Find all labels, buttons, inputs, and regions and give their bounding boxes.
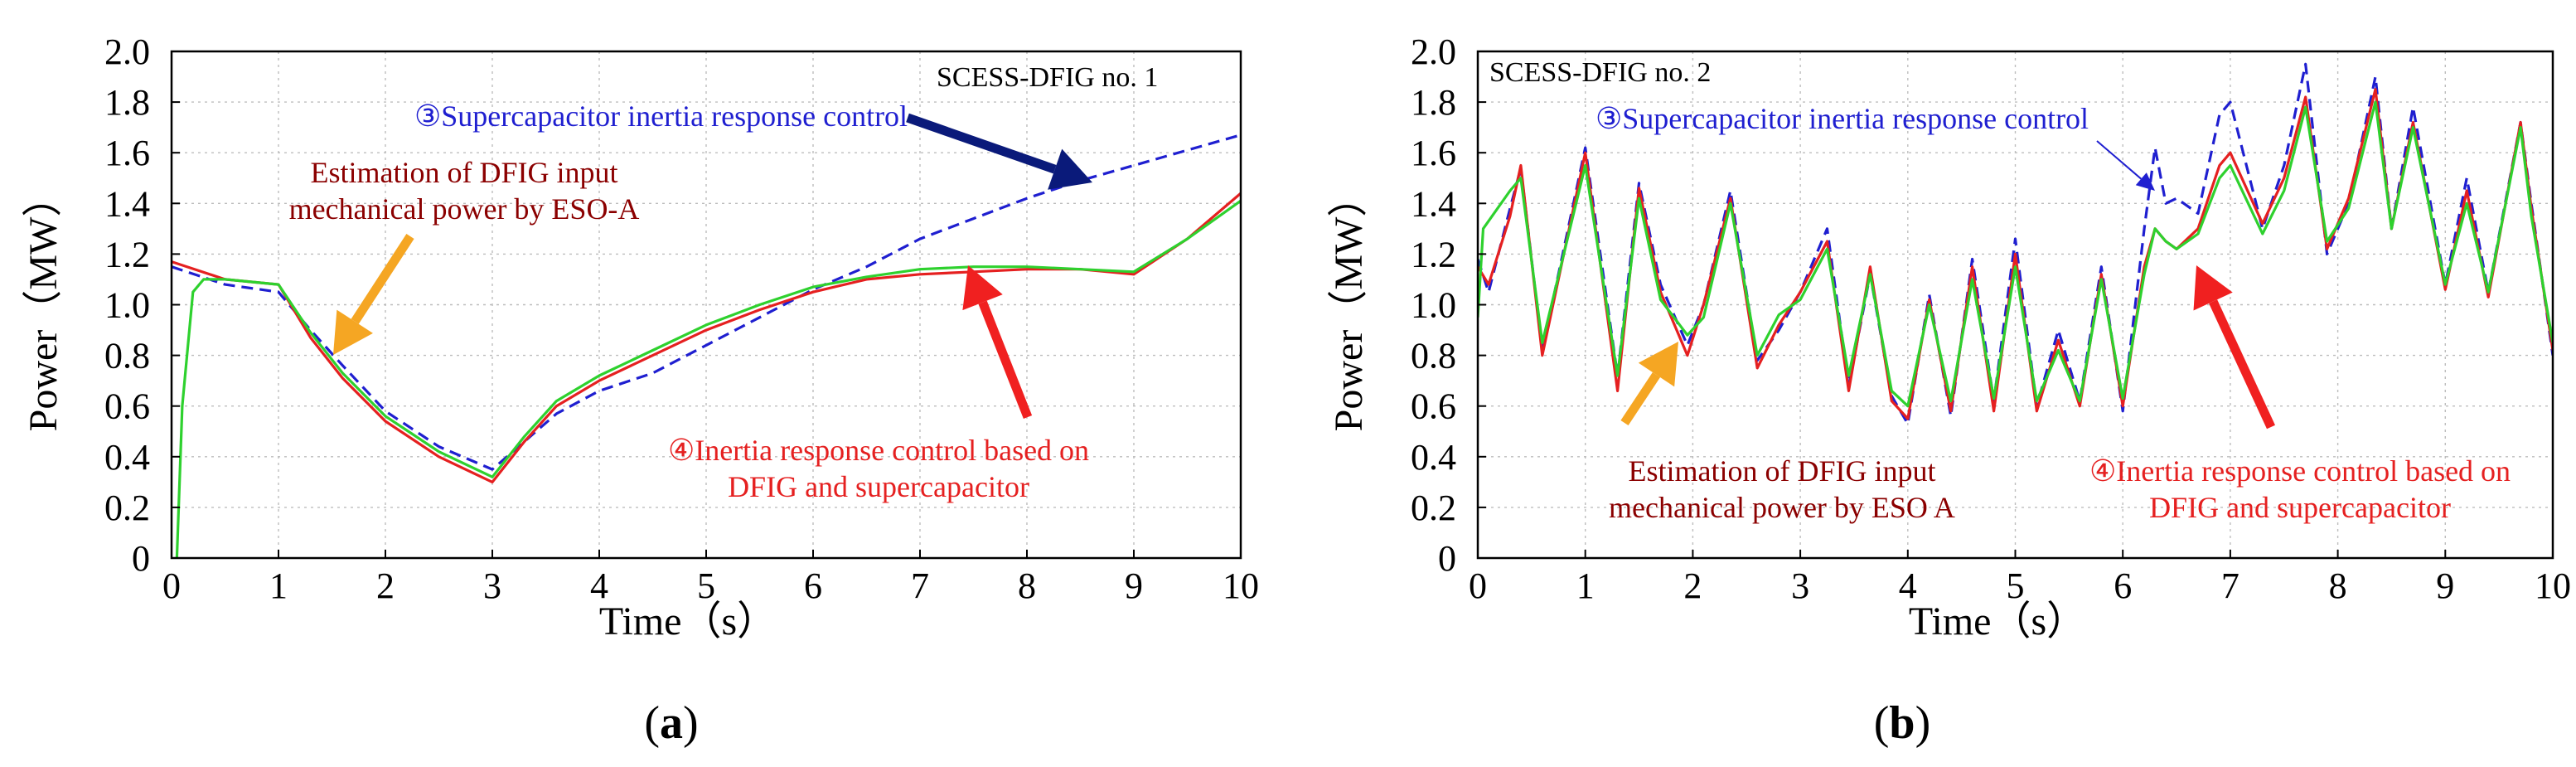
x-tick-label-0: 0: [1469, 566, 1487, 606]
annotation-arrows: [1620, 140, 2275, 430]
arrow-inertia-head: [2193, 265, 2233, 311]
x-tick-label-10: 10: [1223, 566, 1259, 606]
x-tick-label-10: 10: [2535, 566, 2571, 606]
arrow-eso-shaft: [1620, 371, 1661, 426]
panel-label-open: (: [644, 697, 660, 749]
annotation-supercap: ③Supercapacitor inertia response control: [1595, 102, 2089, 135]
arrow-eso-head: [1638, 342, 1678, 387]
annotation-eso: Estimation of DFIG input mechanical power…: [1609, 454, 1955, 524]
x-tick-label-5: 5: [2007, 566, 2025, 606]
y-tick-label-10: 2.0: [104, 32, 150, 72]
series-line-1: [172, 192, 1241, 483]
annotation-inertia-line-1: DFIG and supercapacitor: [2149, 491, 2451, 524]
annotation-eso-line-1: mechanical power by ESO-A: [289, 192, 640, 226]
x-tick-label-1: 1: [269, 566, 288, 606]
x-tick-label-6: 6: [804, 566, 822, 606]
annotation-eso: Estimation of DFIG input mechanical power…: [289, 156, 640, 226]
y-tick-label-5: 1.0: [104, 285, 150, 326]
y-axis-title: Power（MW）: [22, 177, 65, 432]
x-tick-label-9: 9: [2436, 566, 2454, 606]
x-tick-label-6: 6: [2114, 566, 2132, 606]
annotation-supercap-line-0: ③Supercapacitor inertia response control: [1595, 102, 2089, 135]
arrow-supercap-shaft: [906, 113, 1057, 174]
series-group: [1478, 62, 2553, 425]
x-tick-label-3: 3: [483, 566, 501, 606]
panel-label-close: ): [683, 697, 699, 749]
annotation-supercap-line-0: ③Supercapacitor inertia response control: [414, 100, 908, 133]
panel-label-letter: a: [660, 697, 683, 749]
arrow-supercap-head: [2135, 172, 2155, 191]
annotation-title: SCESS-DFIG no. 2: [1489, 57, 1711, 88]
chart-panel-b: 0 1 2 3 4 5 6 7 8 9 10 0 0.2 0.4 0.6 0.8 1.0 1.2 1.4 1.6 1.8…: [1327, 32, 2571, 749]
annotation-arrows: [333, 113, 1092, 420]
series-group: [172, 133, 1241, 558]
annotation-inertia: ④Inertia response control based on DFIG a…: [668, 434, 1089, 503]
y-tick-label-8: 1.6: [1411, 133, 1456, 173]
panel-label-letter: b: [1889, 697, 1915, 749]
y-tick-label-2: 0.4: [1411, 437, 1456, 478]
y-tick-label-6: 1.2: [1411, 234, 1456, 274]
y-tick-label-7: 1.4: [1411, 183, 1456, 224]
arrow-supercap-shaft: [2096, 140, 2142, 180]
annotation-inertia-line-0: ④Inertia response control based on: [2089, 454, 2511, 488]
y-tick-label-5: 1.0: [1411, 285, 1456, 326]
arrow-supercap-head: [1048, 148, 1092, 190]
x-tick-label-8: 8: [2329, 566, 2347, 606]
y-tick-label-0: 0: [1438, 538, 1456, 579]
x-tick-label-5: 5: [697, 566, 715, 606]
series-line-2: [1478, 100, 2553, 408]
y-tick-label-9: 1.8: [104, 82, 150, 123]
arrow-inertia-head: [962, 265, 1003, 311]
y-tick-label-3: 0.6: [104, 386, 150, 427]
annotation-eso-line-0: Estimation of DFIG input: [311, 156, 618, 189]
x-tick-label-7: 7: [911, 566, 929, 606]
x-tick-label-9: 9: [1125, 566, 1143, 606]
y-tick-label-1: 0.2: [104, 488, 150, 528]
y-tick-label-8: 1.6: [104, 133, 150, 173]
x-tick-label-3: 3: [1791, 566, 1809, 606]
y-tick-label-10: 2.0: [1411, 32, 1456, 72]
x-tick-label-0: 0: [162, 566, 181, 606]
y-tick-label-4: 0.8: [104, 336, 150, 376]
y-tick-label-3: 0.6: [1411, 386, 1456, 427]
panel-label: (a): [644, 697, 698, 749]
arrow-inertia-shaft: [978, 300, 1033, 420]
annotation-title-line-0: SCESS-DFIG no. 2: [1489, 57, 1711, 88]
series-line-0: [172, 133, 1241, 471]
x-tick-label-4: 4: [590, 566, 608, 606]
annotation-inertia-line-0: ④Inertia response control based on: [668, 434, 1089, 467]
annotation-supercap: ③Supercapacitor inertia response control: [414, 100, 908, 133]
annotation-eso-line-1: mechanical power by ESO A: [1609, 491, 1955, 524]
annotation-inertia-line-1: DFIG and supercapacitor: [728, 470, 1029, 503]
x-axis-title: Time（s）: [599, 600, 777, 643]
x-tick-label-1: 1: [1576, 566, 1595, 606]
annotation-title-line-0: SCESS-DFIG no. 1: [937, 62, 1158, 93]
annotation-eso-line-0: Estimation of DFIG input: [1629, 454, 1936, 488]
panel-label-close: ): [1915, 697, 1931, 749]
y-tick-label-1: 0.2: [1411, 488, 1456, 528]
x-tick-label-8: 8: [1018, 566, 1036, 606]
y-tick-label-6: 1.2: [104, 234, 150, 274]
y-tick-label-7: 1.4: [104, 183, 150, 224]
y-tick-label-9: 1.8: [1411, 82, 1456, 123]
chart-panel-a: 0 1 2 3 4 5 6 7 8 9 10 0 0.2 0.4 0.6 0.8 1.0 1.2 1.4 1.6 1.8…: [22, 32, 1259, 749]
arrow-eso-head: [333, 309, 373, 355]
x-tick-label-2: 2: [1683, 566, 1702, 606]
panel-label-open: (: [1874, 697, 1890, 749]
x-tick-label-4: 4: [1899, 566, 1917, 606]
y-tick-label-0: 0: [132, 538, 150, 579]
x-tick-label-2: 2: [376, 566, 395, 606]
y-tick-label-2: 0.4: [104, 437, 150, 478]
x-tick-label-7: 7: [2221, 566, 2239, 606]
series-line-2: [175, 199, 1241, 558]
y-tick-label-4: 0.8: [1411, 336, 1456, 376]
annotation-inertia: ④Inertia response control based on DFIG a…: [2089, 454, 2511, 524]
annotation-title: SCESS-DFIG no. 1: [937, 62, 1158, 93]
x-axis-title: Time（s）: [1909, 600, 2086, 643]
arrow-inertia-shaft: [2209, 299, 2275, 430]
y-axis-title: Power（MW）: [1327, 177, 1371, 432]
arrow-eso-shaft: [351, 234, 414, 324]
panel-label: (b): [1874, 697, 1930, 749]
